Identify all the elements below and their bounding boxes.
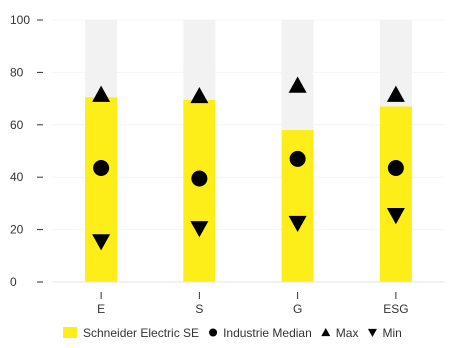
legend: Schneider Electric SE Industrie Median Max…: [63, 326, 402, 340]
legend-label-industrie-median: Industrie Median: [223, 326, 312, 340]
y-tick-label-40: 40: [10, 170, 24, 184]
legend-label-schneider-electric-se: Schneider Electric SE: [83, 326, 199, 340]
y-tick-label-20: 20: [10, 223, 24, 237]
y-tick-label-100: 100: [10, 13, 30, 27]
y-tick-label-60: 60: [10, 118, 24, 132]
median-point-G: [289, 150, 306, 167]
legend-label-min: Min: [382, 326, 401, 340]
bar-S: [183, 99, 216, 282]
min-point-S: [190, 221, 209, 238]
median-point-ESG: [387, 160, 404, 177]
y-tick-label-80: 80: [10, 65, 24, 79]
max-point-ESG: [386, 85, 405, 102]
x-tick-label-S: S: [195, 302, 203, 316]
min-point-E: [92, 234, 111, 251]
y-tick-label-0: 0: [10, 275, 17, 289]
legend-label-max: Max: [336, 326, 359, 340]
median-point-S: [191, 170, 208, 187]
legend-swatch-max: [321, 328, 331, 337]
max-point-S: [190, 86, 209, 104]
legend-swatch-schneider-electric-se: [63, 327, 77, 338]
median-point-E: [93, 160, 110, 177]
max-point-E: [92, 85, 111, 102]
legend-swatch-min: [367, 328, 377, 337]
min-point-ESG: [386, 207, 405, 225]
bar-ESG: [379, 106, 412, 283]
x-tick-label-E: E: [97, 302, 105, 316]
x-tick-label-G: G: [293, 302, 302, 316]
min-point-G: [288, 215, 307, 233]
legend-swatch-industrie-median: [209, 328, 218, 337]
x-tick-label-ESG: ESG: [383, 302, 408, 316]
bar-E: [85, 97, 118, 282]
max-point-G: [288, 76, 307, 93]
